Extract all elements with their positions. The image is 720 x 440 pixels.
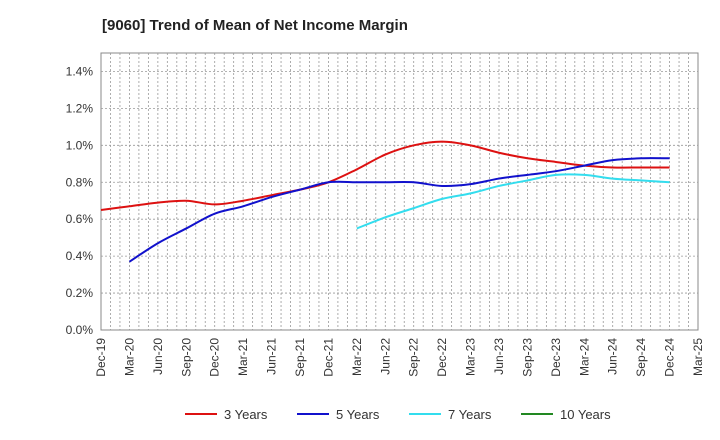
x-tick-label: Jun-20 <box>151 338 165 375</box>
legend-label: 5 Years <box>336 407 380 422</box>
x-tick-label: Mar-23 <box>464 338 478 376</box>
x-tick-label: Jun-23 <box>492 338 506 375</box>
x-tick-label: Mar-20 <box>122 338 136 376</box>
legend-label: 10 Years <box>560 407 611 422</box>
x-tick-label: Jun-22 <box>378 338 392 375</box>
x-tick-label: Sep-20 <box>179 338 193 377</box>
y-tick-label: 1.0% <box>66 138 94 152</box>
y-tick-label: 0.4% <box>66 249 94 263</box>
y-tick-label: 0.6% <box>66 212 94 226</box>
x-tick-label: Sep-21 <box>293 338 307 377</box>
y-tick-label: 1.4% <box>66 64 94 78</box>
x-tick-label: Mar-24 <box>577 338 591 376</box>
x-tick-label: Dec-21 <box>321 338 335 377</box>
x-axis: Dec-19 Mar-20 Jun-20 Sep-20 Dec-20 Mar-21 Jun-… <box>94 338 705 377</box>
x-tick-label: Dec-22 <box>435 338 449 377</box>
x-tick-label: Mar-22 <box>350 338 364 376</box>
y-tick-label: 1.2% <box>66 101 94 115</box>
series-line-7-years <box>356 173 670 230</box>
x-tick-label: Dec-19 <box>94 338 108 377</box>
x-tick-label: Dec-24 <box>663 338 677 377</box>
series-lines <box>100 140 670 263</box>
x-tick-label: Mar-25 <box>691 338 705 376</box>
x-tick-label: Dec-20 <box>208 338 222 377</box>
x-tick-label: Sep-24 <box>634 338 648 377</box>
x-tick-label: Dec-23 <box>549 338 563 377</box>
x-tick-label: Sep-23 <box>520 338 534 377</box>
y-axis: 0.0% 0.2% 0.4% 0.6% 0.8% 1.0% 1.2% 1.4% <box>66 64 94 337</box>
x-tick-label: Mar-21 <box>236 338 250 376</box>
series-line-3-years <box>100 140 670 211</box>
legend-label: 7 Years <box>448 407 492 422</box>
legend: 3 Years 5 Years 7 Years 10 Years <box>185 407 611 422</box>
grid <box>101 53 698 330</box>
x-tick-label: Jun-21 <box>265 338 279 375</box>
y-tick-label: 0.8% <box>66 175 94 189</box>
chart-title: [9060] Trend of Mean of Net Income Margi… <box>102 17 408 34</box>
x-tick-label: Sep-22 <box>407 338 421 377</box>
y-tick-label: 0.0% <box>66 323 94 337</box>
legend-label: 3 Years <box>224 407 268 422</box>
x-tick-label: Jun-24 <box>606 338 620 375</box>
y-tick-label: 0.2% <box>66 286 94 300</box>
series-line-5-years <box>128 157 670 263</box>
plot-area <box>100 52 699 331</box>
